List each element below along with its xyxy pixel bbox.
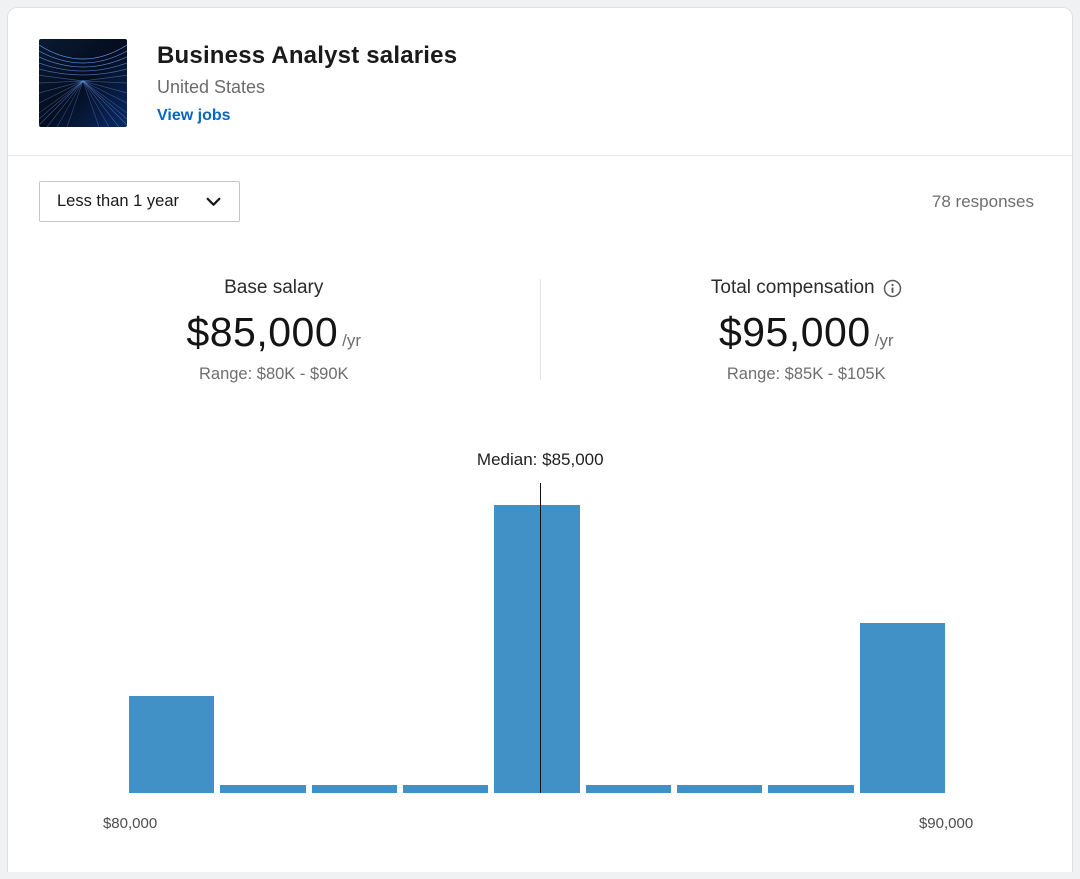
experience-filter-dropdown[interactable]: Less than 1 year	[39, 181, 240, 222]
total-compensation-amount-row: $95,000/yr	[541, 309, 1073, 356]
abstract-blue-string-art-logo	[39, 39, 127, 127]
header-text: Business Analyst salaries United States …	[157, 39, 457, 125]
view-jobs-link[interactable]: View jobs	[157, 107, 231, 124]
stats-vertical-divider	[539, 279, 541, 380]
x-axis-label-max: $90,000	[918, 815, 974, 832]
location-subtitle: United States	[157, 77, 266, 97]
histogram-bars	[129, 483, 945, 793]
experience-filter-value: Less than 1 year	[57, 192, 179, 210]
histogram-bar-1[interactable]	[129, 696, 215, 793]
median-line	[540, 483, 542, 793]
base-salary-amount: $85,000	[186, 309, 339, 355]
total-compensation-range: Range: $85K - $105K	[726, 365, 886, 383]
histogram-bar-8[interactable]	[768, 785, 854, 793]
base-salary-label-text: Base salary	[224, 277, 324, 298]
histogram-bar-7[interactable]	[676, 785, 763, 793]
base-salary-amount-row: $85,000/yr	[8, 309, 540, 356]
histogram-bar-4[interactable]	[402, 785, 489, 793]
base-salary-range: Range: $80K - $90K	[198, 365, 349, 383]
base-salary-stat: Base salary $85,000/yr Range: $80K - $90…	[8, 277, 540, 384]
histogram-bar-2[interactable]	[220, 785, 306, 793]
histogram-x-axis: $80,000 $90,000	[103, 793, 973, 839]
page-title: Business Analyst salaries	[157, 42, 458, 69]
card-header: Business Analyst salaries United States …	[8, 8, 1072, 156]
salary-card: Business Analyst salaries United States …	[7, 7, 1073, 872]
total-compensation-amount: $95,000	[718, 309, 871, 355]
salary-stats: Base salary $85,000/yr Range: $80K - $90…	[8, 277, 1072, 384]
median-label: Median: $85,000	[476, 450, 604, 469]
base-salary-period: /yr	[342, 331, 362, 350]
company-logo	[39, 39, 127, 127]
responses-count: 78 responses	[931, 191, 1034, 211]
histogram-plot-area: Median: $85,000	[129, 450, 945, 793]
histogram-bar-5[interactable]	[494, 505, 580, 793]
total-compensation-period: /yr	[874, 331, 894, 350]
total-compensation-stat: Total compensation $95,000/yr Range: $85…	[541, 277, 1073, 384]
salary-histogram: Median: $85,000 $80,000 $90,000	[103, 450, 973, 839]
chevron-down-icon	[205, 193, 222, 210]
controls-row: Less than 1 year 78 responses	[8, 156, 1072, 222]
total-compensation-label-text: Total compensation	[710, 277, 875, 298]
histogram-bar-3[interactable]	[311, 785, 397, 793]
info-icon[interactable]	[883, 279, 902, 298]
base-salary-label: Base salary	[224, 277, 323, 299]
total-compensation-label: Total compensation	[711, 277, 902, 299]
histogram-bar-6[interactable]	[585, 785, 671, 793]
x-axis-label-min: $80,000	[102, 815, 158, 832]
histogram-bar-9[interactable]	[859, 623, 945, 793]
